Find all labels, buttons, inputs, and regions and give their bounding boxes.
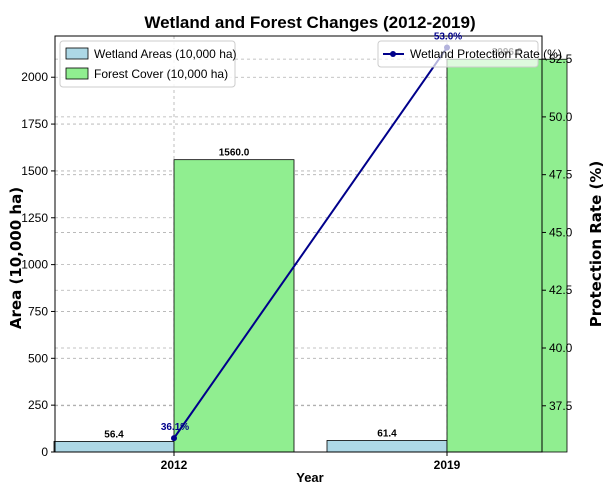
bar-value-label: 61.4 <box>377 428 397 439</box>
y2-tick-label: 45.0 <box>549 225 573 239</box>
y-axis-label: Area (10,000 ha) <box>7 187 25 329</box>
legend-box <box>377 40 539 68</box>
right-axis: 37.5 40.0 42.5 45.0 47.5 50.0 52.5 <box>542 52 573 413</box>
bar-wetland-area <box>326 440 448 453</box>
legend-left: Wetland Areas (10,000 ha) Forest Cover (1… <box>59 40 237 88</box>
y-tick-label: 2000 <box>21 70 48 84</box>
y-tick-label: 750 <box>28 304 48 318</box>
x-tick-label: 2019 <box>434 458 461 472</box>
y2-tick-label: 42.5 <box>549 283 573 297</box>
rate-point <box>171 435 177 442</box>
legend-label: Wetland Areas (10,000 ha) <box>94 47 237 61</box>
rate-line-path <box>173 46 448 439</box>
bar-wetland-area <box>53 441 175 453</box>
bars <box>53 58 568 453</box>
bar-value-label: 56.4 <box>104 429 124 440</box>
legend-right: Wetland Protection Rate (%) <box>377 40 562 68</box>
bar-forest-cover <box>446 58 568 453</box>
y-tick-label: 1750 <box>21 117 48 131</box>
y2-tick-label: 47.5 <box>549 168 573 182</box>
x-axis-label: Year <box>296 470 323 485</box>
plot-frame <box>54 35 543 453</box>
y-tick-label: 1000 <box>21 258 48 272</box>
bar-value-label: 1560.0 <box>219 148 250 159</box>
legend-box <box>59 40 236 88</box>
left-axis: 0 250 500 750 1000 1250 1500 1750 2000 <box>21 70 55 459</box>
legend-swatch <box>65 47 89 60</box>
y2-tick-label: 37.5 <box>549 399 573 413</box>
rate-value-label: 53.0% <box>434 32 462 43</box>
legend-label: Forest Cover (10,000 ha) <box>94 67 228 81</box>
legend-marker <box>390 51 396 57</box>
bar-forest-cover <box>173 159 295 453</box>
y2-axis-label: Protection Rate (%) <box>587 161 605 327</box>
y2-tick-label: 52.5 <box>549 52 573 66</box>
y-tick-label: 1250 <box>21 211 48 225</box>
chart-title: Wetland and Forest Changes (2012-2019) <box>144 13 475 32</box>
y2-tick-label: 40.0 <box>549 341 573 355</box>
y-tick-label: 0 <box>41 445 48 459</box>
x-axis: 2012 2019 <box>161 452 461 472</box>
y-tick-label: 250 <box>28 398 48 412</box>
rate-value-label: 36.1% <box>161 422 189 433</box>
legend-label: Wetland Protection Rate (%) <box>410 47 562 61</box>
y-tick-label: 500 <box>28 351 48 365</box>
y2-tick-label: 50.0 <box>549 110 573 124</box>
x-tick-label: 2012 <box>161 458 188 472</box>
legend-swatch <box>65 67 89 80</box>
y-tick-label: 1500 <box>21 164 48 178</box>
